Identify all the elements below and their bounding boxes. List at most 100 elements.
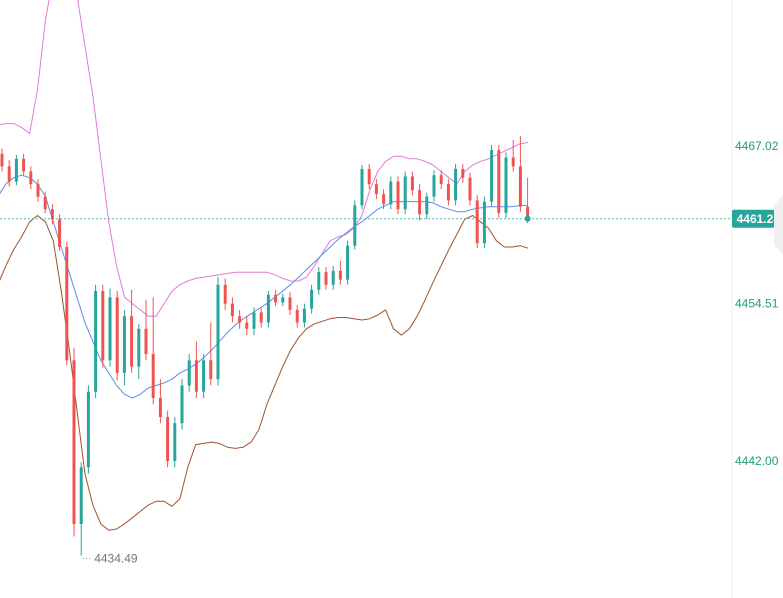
moving-average-line [0,174,528,399]
candle[interactable] [446,178,450,206]
candle-body [108,297,112,361]
candle[interactable] [461,163,465,183]
candle[interactable] [288,292,292,315]
candle-body [439,175,443,185]
candle[interactable] [209,322,213,386]
candle[interactable] [338,260,342,285]
candle[interactable] [526,177,530,224]
candle[interactable] [173,416,177,468]
candle[interactable] [130,289,134,373]
candle[interactable] [43,191,47,213]
candle[interactable] [274,289,278,307]
candle[interactable] [259,307,263,328]
candle[interactable] [158,379,162,424]
candle-body [36,184,40,197]
candle[interactable] [310,284,314,314]
candle[interactable] [302,303,306,328]
candle[interactable] [29,166,33,190]
candle[interactable] [468,172,472,206]
candle[interactable] [252,307,256,336]
candle[interactable] [389,176,393,210]
candle[interactable] [518,136,522,212]
candle[interactable] [58,214,62,251]
candle[interactable] [238,309,242,329]
candle[interactable] [511,139,515,172]
candle-body [65,246,69,361]
candle[interactable] [94,284,98,399]
candle-body [79,467,83,524]
candle[interactable] [425,192,429,220]
candle[interactable] [144,299,148,361]
candle-body [374,184,378,195]
candle[interactable] [202,353,206,399]
candle-body [86,391,90,468]
candle[interactable] [475,195,479,249]
candle-body [288,297,292,310]
candle[interactable] [295,304,299,328]
candle-body [310,289,314,309]
candle[interactable] [497,144,501,219]
candle[interactable] [0,148,4,172]
candle[interactable] [432,170,436,202]
candle[interactable] [72,347,76,537]
candle[interactable] [360,165,364,210]
candle[interactable] [410,171,414,196]
candle-body [331,270,335,285]
candle-body [0,153,4,167]
candle[interactable] [418,184,422,221]
candle[interactable] [65,241,69,366]
candle[interactable] [101,284,105,368]
candle[interactable] [482,196,486,249]
candle[interactable] [504,152,508,219]
candle[interactable] [324,267,328,290]
candle-body [209,360,213,380]
candle[interactable] [36,178,40,202]
candle[interactable] [317,267,321,295]
candle[interactable] [266,291,270,328]
y-axis-tick-label: 4442.00 [735,454,779,468]
axis-scroll-handle[interactable] [774,195,783,255]
candle-body [252,312,256,329]
candle-body [216,284,220,380]
candle-body [22,158,26,172]
candle[interactable] [281,293,285,307]
candle[interactable] [216,277,220,386]
candle[interactable] [245,316,249,336]
candle-body [367,168,371,185]
candle[interactable] [374,178,378,200]
candle[interactable] [14,155,18,186]
candle[interactable] [223,278,227,310]
candle-body [389,181,393,205]
candle-body [468,177,472,201]
candle[interactable] [122,309,126,386]
candle[interactable] [194,341,198,399]
candle[interactable] [403,171,407,215]
candle[interactable] [151,297,155,405]
candle-body [180,385,184,424]
candle[interactable] [454,163,458,206]
candle[interactable] [382,189,386,210]
candle[interactable] [230,297,234,323]
candle[interactable] [166,410,170,468]
candle[interactable] [490,144,494,207]
candle[interactable] [187,353,191,392]
candle[interactable] [367,163,371,190]
candle[interactable] [86,385,90,474]
candle[interactable] [331,265,335,290]
candle-body [50,209,54,220]
candle[interactable] [115,291,119,381]
candle[interactable] [108,288,112,367]
candle[interactable] [7,160,11,187]
candle[interactable] [439,170,443,190]
candle[interactable] [50,204,54,225]
candle[interactable] [79,462,83,556]
candle[interactable] [137,323,141,380]
candle[interactable] [346,240,350,285]
candle[interactable] [353,200,357,250]
candle[interactable] [22,153,26,176]
candle-body [115,297,119,373]
candle[interactable] [396,176,400,215]
candle-body [338,270,342,280]
candle[interactable] [180,379,184,430]
